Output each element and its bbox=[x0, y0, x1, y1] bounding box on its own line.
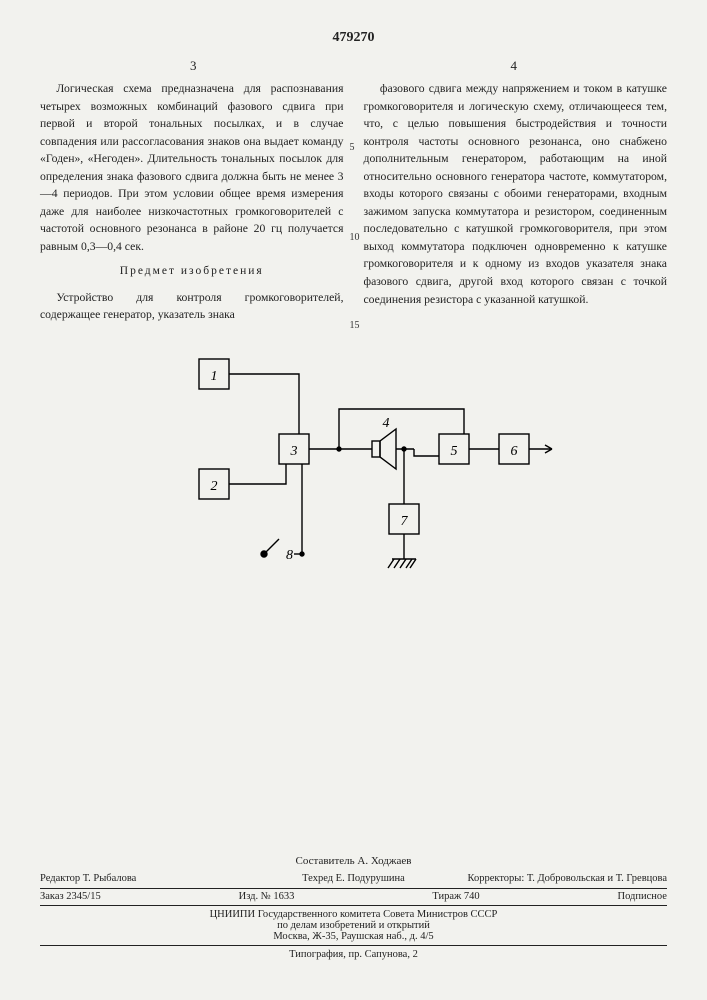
tirazh: Тираж 740 bbox=[432, 891, 479, 902]
roles-row: Редактор Т. Рыбалова Техред Е. Подурушин… bbox=[40, 873, 667, 889]
page-numbers: 3 4 bbox=[40, 58, 667, 74]
line-number-10: 10 bbox=[350, 230, 360, 245]
page-num-left: 3 bbox=[190, 58, 197, 74]
node-5-label: 5 bbox=[450, 444, 457, 459]
institution-block: ЦНИИПИ Государственного комитета Совета … bbox=[40, 906, 667, 946]
node-3-label: 3 bbox=[289, 444, 297, 459]
left-para-1: Логическая схема предназначена для распо… bbox=[40, 80, 344, 255]
column-left: Логическая схема предназначена для распо… bbox=[40, 80, 344, 324]
izd-no: Изд. № 1633 bbox=[239, 891, 295, 902]
page-footer: Составитель А. Ходжаев Редактор Т. Рыбал… bbox=[40, 855, 667, 960]
speaker-label: 4 bbox=[382, 416, 389, 431]
inst-line-1: ЦНИИПИ Государственного комитета Совета … bbox=[40, 909, 667, 920]
editor: Редактор Т. Рыбалова bbox=[40, 873, 249, 884]
page-num-right: 4 bbox=[511, 58, 518, 74]
block-diagram: 1 2 3 8 bbox=[154, 354, 554, 594]
patent-number: 479270 bbox=[40, 30, 667, 46]
line-number-5: 5 bbox=[350, 140, 355, 155]
inst-line-3: Москва, Ж-35, Раушская наб., д. 4/5 bbox=[40, 931, 667, 942]
diagram-svg: 1 2 3 8 bbox=[154, 354, 554, 594]
line-number-15: 15 bbox=[350, 318, 360, 333]
node-2-label: 2 bbox=[210, 479, 217, 494]
start-label: 8 bbox=[286, 548, 293, 563]
compiler-line: Составитель А. Ходжаев bbox=[40, 855, 667, 867]
node-6-label: 6 bbox=[510, 444, 517, 459]
inst-line-2: по делам изобретений и открытий bbox=[40, 920, 667, 931]
order-no: Заказ 2345/15 bbox=[40, 891, 101, 902]
patent-page: 479270 3 4 Логическая схема предназначен… bbox=[0, 0, 707, 614]
right-para-1: фазового сдвига между напряжением и токо… bbox=[364, 80, 668, 308]
printer-line: Типография, пр. Сапунова, 2 bbox=[40, 946, 667, 960]
podpis: Подписное bbox=[618, 891, 667, 902]
text-columns: Логическая схема предназначена для распо… bbox=[40, 80, 667, 324]
subject-heading: Предмет изобретения bbox=[40, 263, 344, 280]
publication-row: Заказ 2345/15 Изд. № 1633 Тираж 740 Подп… bbox=[40, 889, 667, 906]
node-1-label: 1 bbox=[210, 369, 217, 384]
node-7-label: 7 bbox=[400, 514, 408, 529]
left-para-2: Устройство для контроля громкоговорителе… bbox=[40, 289, 344, 324]
techred: Техред Е. Подурушина bbox=[249, 873, 458, 884]
correctors: Корректоры: Т. Добровольская и Т. Гревцо… bbox=[458, 873, 667, 884]
column-right: 5 10 15 фазового сдвига между напряжение… bbox=[364, 80, 668, 324]
